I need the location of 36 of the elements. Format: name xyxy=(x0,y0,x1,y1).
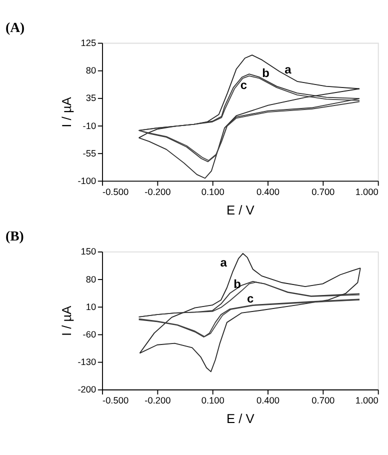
y-tick-label: 125 xyxy=(80,38,96,48)
y-tick-label: 150 xyxy=(80,246,96,257)
series-label: c xyxy=(246,291,254,306)
x-tick-label: -0.500 xyxy=(102,396,129,406)
series-label: a xyxy=(220,255,228,270)
chart-title: (A) xyxy=(6,20,25,35)
y-tick-label: 10 xyxy=(86,302,96,312)
y-tick-label: -100 xyxy=(78,176,96,186)
y-tick-label: -60 xyxy=(82,329,96,340)
y-axis-title: I / µA xyxy=(59,305,74,336)
x-tick-label: 0.400 xyxy=(256,186,280,197)
y-tick-label: 80 xyxy=(86,66,96,76)
y-tick-label: 35 xyxy=(86,93,96,104)
x-tick-label: 1.000 xyxy=(355,186,378,197)
x-tick-label: 0.400 xyxy=(256,396,280,406)
x-tick-label: 0.700 xyxy=(312,186,335,197)
series-label: a xyxy=(284,62,292,76)
x-tick-label: -0.200 xyxy=(144,186,171,197)
y-tick-label: 80 xyxy=(86,274,96,284)
chart-title: (B) xyxy=(6,228,24,244)
x-axis-title: E / V xyxy=(226,410,255,426)
x-tick-label: 0.100 xyxy=(201,186,224,197)
y-tick-label: -200 xyxy=(78,384,96,395)
x-tick-label: -0.500 xyxy=(102,186,129,197)
series-label: c xyxy=(240,78,248,92)
y-tick-label: -130 xyxy=(78,357,96,368)
series-label: b xyxy=(234,276,241,291)
y-tick-label: -55 xyxy=(82,148,96,158)
x-axis-title: E / V xyxy=(226,202,255,218)
x-tick-label: 0.700 xyxy=(312,396,335,406)
y-tick-label: -10 xyxy=(82,120,96,131)
series-label: b xyxy=(262,66,270,80)
x-tick-label: -0.200 xyxy=(144,396,171,406)
x-tick-label: 1.000 xyxy=(355,396,378,406)
y-axis-title: I / µA xyxy=(59,96,74,128)
x-tick-label: 0.100 xyxy=(201,396,224,406)
